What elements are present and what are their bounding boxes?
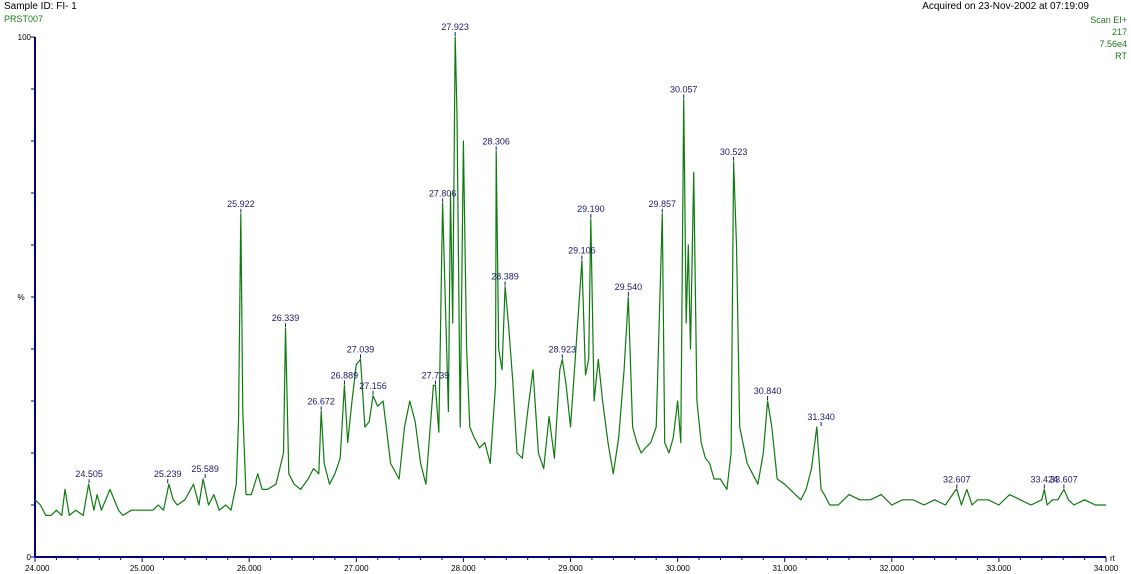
x-tick-label: 24.000 bbox=[25, 564, 50, 573]
x-tick-label: 30.000 bbox=[665, 564, 690, 573]
run-id: PRST007 bbox=[4, 14, 44, 24]
y-tick-label: 100 bbox=[18, 33, 32, 42]
axis-ticks: 0 100% 24.000 25.000 26.000 27.000 28.000 29.00… bbox=[17, 33, 1118, 573]
peak-label: 27.156 bbox=[359, 381, 387, 391]
x-axis-label: rt bbox=[1110, 554, 1116, 563]
peak-label: 28.306 bbox=[482, 136, 510, 146]
peak-label: 32.607 bbox=[943, 474, 971, 484]
peak-label: 26.339 bbox=[272, 313, 300, 323]
peak-label: 26.672 bbox=[307, 396, 335, 406]
peak-labels: 24.505 25.239 25.589 25.922 26.339 26.672 26.8… bbox=[75, 22, 1078, 489]
peak-label: 29.106 bbox=[568, 246, 596, 256]
peak-label: 30.523 bbox=[720, 147, 748, 157]
x-tick-label: 27.000 bbox=[344, 564, 369, 573]
x-tick-label: 34.000 bbox=[1094, 564, 1119, 573]
acquisition-timestamp: Acquired on 23-Nov-2002 at 07:19:09 bbox=[922, 1, 1089, 12]
peak-label: 28.923 bbox=[548, 344, 576, 354]
peak-label: 25.922 bbox=[227, 199, 255, 209]
peak-label: 30.057 bbox=[670, 84, 698, 94]
peak-label: 26.889 bbox=[331, 370, 359, 380]
x-tick-label: 31.000 bbox=[772, 564, 797, 573]
peak-label: 27.039 bbox=[347, 344, 375, 354]
y-axis-label: % bbox=[17, 293, 24, 302]
peak-label: 28.389 bbox=[491, 272, 519, 282]
scan-mode: Scan EI+ bbox=[1090, 15, 1127, 25]
x-tick-label: 32.000 bbox=[880, 564, 905, 573]
y-tick-label: 0 bbox=[27, 553, 32, 562]
x-tick-label: 33.000 bbox=[987, 564, 1012, 573]
x-tick-label: 28.000 bbox=[451, 564, 476, 573]
peak-label: 27.739 bbox=[422, 370, 450, 380]
chromatogram-trace bbox=[34, 36, 1106, 517]
x-tick-label: 25.000 bbox=[130, 564, 155, 573]
peak-label: 27.806 bbox=[429, 188, 457, 198]
peak-label: 33.424 bbox=[1031, 474, 1059, 484]
peak-label: 31.340 bbox=[807, 412, 835, 422]
peak-label: 27.923 bbox=[441, 22, 469, 32]
mass-value: 217 bbox=[1111, 27, 1127, 37]
peak-label: 33.607 bbox=[1050, 474, 1078, 484]
peak-label: 25.239 bbox=[154, 469, 182, 479]
peak-label: 24.505 bbox=[75, 469, 103, 479]
trace-name: RT bbox=[1115, 51, 1127, 61]
peak-label: 25.589 bbox=[191, 464, 219, 474]
sample-id: Sample ID: FI- 1 bbox=[4, 1, 77, 12]
x-tick-label: 26.000 bbox=[237, 564, 262, 573]
intensity-value: 7.56e4 bbox=[1099, 39, 1127, 49]
peak-label: 29.190 bbox=[577, 204, 605, 214]
peak-label: 29.857 bbox=[649, 199, 677, 209]
peak-label: 29.540 bbox=[615, 282, 643, 292]
plot-area bbox=[34, 36, 1106, 517]
x-tick-label: 29.000 bbox=[558, 564, 583, 573]
scan-info: Scan EI+ 217 7.56e4 RT bbox=[1090, 14, 1127, 62]
peak-label: 30.840 bbox=[754, 386, 782, 396]
